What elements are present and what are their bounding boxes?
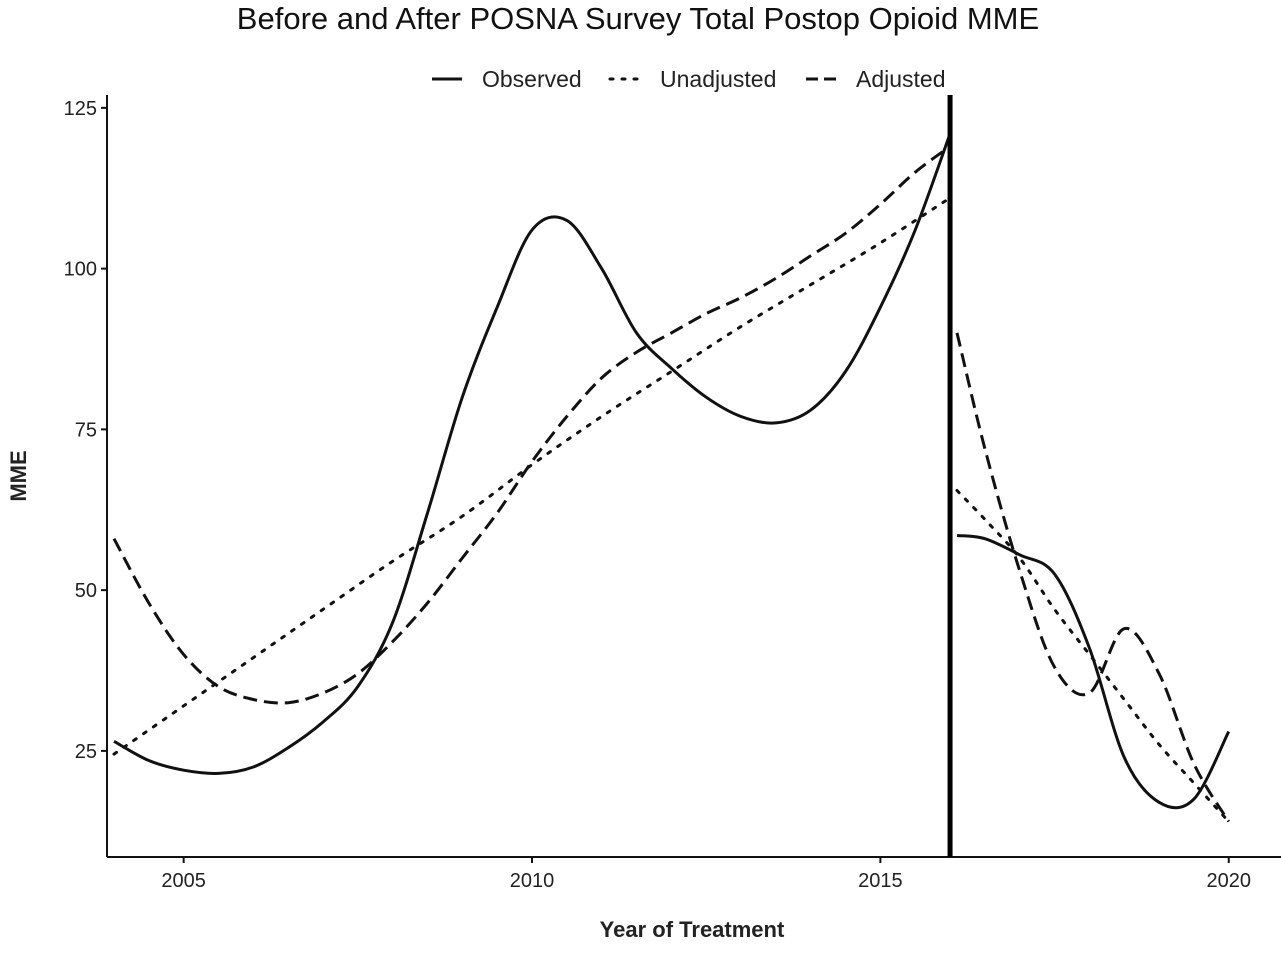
x-tick-label: 2010 (510, 870, 555, 892)
series-line-adjusted-segment-1 (112, 145, 951, 705)
y-tick-label: 125 (64, 98, 97, 120)
legend-label-adjusted: Adjusted (856, 66, 946, 92)
x-tick-label: 2005 (161, 870, 206, 892)
y-tick-label: 100 (64, 259, 97, 281)
y-axis-title: MME (6, 450, 31, 501)
y-ticks: 25 50 75 100 125 (64, 98, 107, 763)
legend-label-observed: Observed (482, 66, 582, 92)
series-lines (112, 133, 1231, 824)
series-line-observed-segment-2 (956, 534, 1231, 810)
series-line-unadjusted-segment-2 (955, 489, 1231, 824)
y-tick-label: 50 (75, 580, 97, 602)
series-line-unadjusted-segment-1 (112, 196, 952, 756)
series-line-adjusted-segment-2 (955, 332, 1230, 823)
y-tick-label: 25 (75, 741, 97, 763)
legend-label-unadjusted: Unadjusted (660, 66, 776, 92)
x-ticks: 2005 2010 2015 2020 (161, 857, 1251, 892)
legend: Observed Unadjusted Adjusted (432, 66, 946, 92)
x-axis-title: Year of Treatment (600, 917, 785, 942)
y-tick-label: 75 (75, 419, 97, 441)
x-tick-label: 2020 (1206, 870, 1251, 892)
series-line-observed-segment-1 (113, 133, 952, 775)
x-tick-label: 2015 (858, 870, 903, 892)
chart-title: Before and After POSNA Survey Total Post… (237, 1, 1039, 36)
